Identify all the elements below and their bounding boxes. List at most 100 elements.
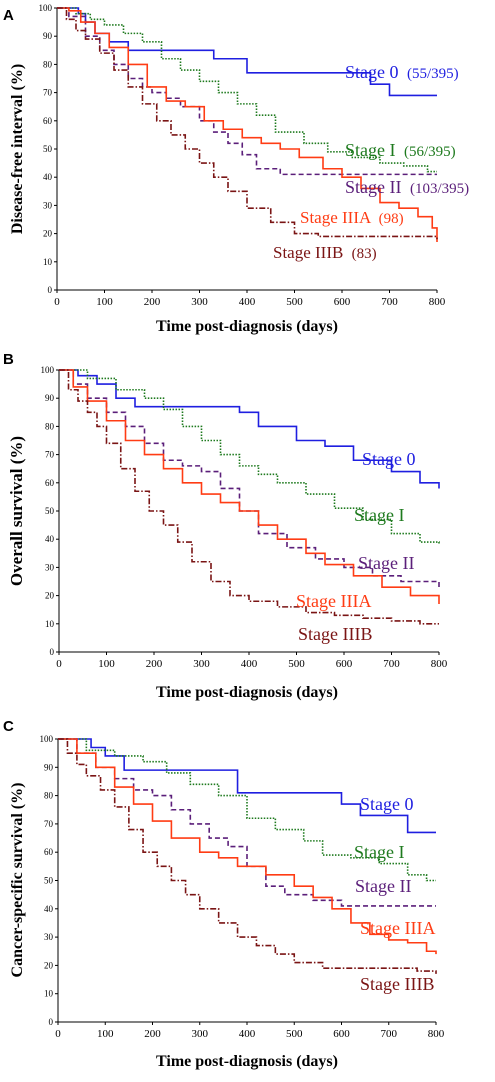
panel-a-x-tick-label: 200	[144, 296, 161, 308]
panel-a-x-tick-label: 700	[381, 296, 398, 308]
panel-b-y-ticks: 0 10 20 30 40 50 60 70 80 90 100	[41, 365, 59, 657]
panel-a-y-tick-label: 30	[43, 200, 53, 210]
panel-c: C 0 10 20 30 40 50 60 70 80 90 100 0 100 200 300 400 50…	[3, 718, 445, 1070]
panel-a-label-stage-ii: Stage II (103/395)	[345, 177, 469, 197]
panel-a-curve-stage-iiib	[57, 7, 438, 240]
panel-b-curve-stage-0	[59, 369, 440, 489]
panel-c-x-tick-label: 0	[55, 1028, 61, 1040]
panel-b-y-label: Overall survival (%)	[7, 436, 26, 586]
panel-b-y-tick-label: 80	[45, 421, 55, 431]
panel-c-x-ticks: 0 100 200 300 400 500 600 700 800	[55, 1022, 445, 1040]
panel-b-x-tick-label: 0	[56, 658, 62, 670]
panel-c-curve-stage-ii	[58, 738, 436, 907]
panel-a-label-stage-iiia: Stage IIIA (98)	[300, 208, 404, 227]
panel-b-label-stage-iiib: Stage IIIB	[298, 624, 372, 644]
panel-a-curve-stage-ii	[57, 7, 437, 176]
panel-b-x-label: Time post-diagnosis (days)	[156, 684, 338, 701]
panel-c-label-stage-i: Stage I	[354, 842, 404, 862]
panel-a-x-tick-label: 600	[334, 296, 351, 308]
panel-c-x-tick-label: 400	[239, 1028, 256, 1040]
panel-c-curve-stage-i	[58, 738, 436, 882]
panel-c-y-tick-label: 90	[44, 762, 54, 772]
panel-a-label-stage-i: Stage I (56/395)	[345, 140, 456, 160]
panel-c-label-stage-ii: Stage II	[355, 876, 411, 896]
panel-b-y-tick-label: 40	[45, 534, 55, 544]
panel-a-x-tick-label: 100	[96, 296, 113, 308]
panel-c-y-tick-label: 100	[40, 734, 54, 744]
panel-c-y-tick-label: 60	[44, 847, 54, 857]
panel-b-y-tick-label: 20	[45, 591, 55, 601]
panel-a-label-stage-i-count: (56/395)	[404, 144, 456, 160]
panel-c-x-label: Time post-diagnosis (days)	[156, 1053, 338, 1070]
panel-b-y-tick-label: 0	[50, 647, 55, 657]
panel-a-y-tick-label: 0	[48, 285, 53, 295]
panel-b-x-tick-label: 500	[288, 658, 305, 670]
panel-c-y-tick-label: 0	[49, 1017, 54, 1027]
panel-a-label-stage-iiia-name: Stage IIIA	[300, 208, 372, 227]
panel-b-x-tick-label: 700	[383, 658, 400, 670]
panel-b-y-tick-label: 30	[45, 562, 55, 572]
panel-b-curve-stage-i	[59, 369, 440, 545]
panel-c-x-tick-label: 700	[381, 1028, 398, 1040]
panel-a-series	[57, 7, 438, 243]
panel-c-y-tick-label: 50	[44, 876, 54, 886]
panel-a-x-tick-label: 300	[191, 296, 208, 308]
panel-a-label-stage-0-name: Stage 0	[345, 62, 399, 82]
panel-b-x-tick-label: 200	[146, 658, 163, 670]
panel-b-label-stage-i: Stage I	[354, 505, 404, 525]
panel-c-x-tick-label: 300	[192, 1028, 209, 1040]
panel-a-y-tick-label: 80	[43, 59, 53, 69]
panel-b-letter: B	[3, 351, 14, 368]
panel-b-series	[59, 369, 440, 625]
panel-c-y-tick-label: 70	[44, 819, 54, 829]
panel-c-y-ticks: 0 10 20 30 40 50 60 70 80 90 100	[40, 734, 58, 1027]
panel-a-x-tick-label: 500	[286, 296, 303, 308]
panel-c-y-label: Cancer-specific survival (%)	[9, 783, 26, 978]
panel-b-y-tick-label: 50	[45, 506, 55, 516]
panel-c-letter: C	[3, 718, 14, 735]
panel-a-y-tick-label: 100	[39, 3, 53, 13]
panel-a-label-stage-iiia-count: (98)	[379, 211, 404, 227]
panel-a-letter: A	[3, 7, 14, 24]
panel-b-x-tick-label: 800	[431, 658, 448, 670]
panel-c-x-tick-label: 200	[144, 1028, 161, 1040]
panel-a-label-stage-i-name: Stage I	[345, 140, 395, 160]
panel-b-label-stage-ii: Stage II	[358, 553, 414, 573]
panel-b-label-stage-0: Stage 0	[362, 449, 416, 469]
panel-b-curve-stage-iiib	[59, 369, 439, 625]
panel-b-curve-stage-iiia	[59, 369, 440, 605]
panel-c-curve-stage-iiib	[58, 738, 437, 974]
panel-c-x-tick-label: 500	[286, 1028, 303, 1040]
panel-c-label-stage-0: Stage 0	[360, 794, 414, 814]
panel-a-y-ticks: 0 10 20 30 40 50 60 70 80 90 100	[39, 3, 57, 295]
panel-a: A 0 10 20 30 40 50 60 70 80 90 100 0 100 200 300 400 50…	[3, 3, 469, 335]
panel-a-x-label: Time post-diagnosis (days)	[156, 318, 338, 335]
panel-c-y-tick-label: 30	[44, 932, 54, 942]
panel-b-x-tick-label: 100	[98, 658, 115, 670]
panel-a-x-ticks: 0 100 200 300 400 500 600 700 800	[54, 290, 446, 308]
panel-a-y-tick-label: 10	[43, 257, 53, 267]
panel-c-label-stage-iiib: Stage IIIB	[360, 974, 434, 994]
panel-b-x-tick-label: 600	[336, 658, 353, 670]
panel-b-y-tick-label: 10	[45, 619, 55, 629]
panel-a-y-tick-label: 90	[43, 31, 53, 41]
panel-c-y-tick-label: 80	[44, 791, 54, 801]
panel-a-x-tick-label: 0	[54, 296, 60, 308]
panel-a-y-tick-label: 20	[43, 229, 53, 239]
panel-b-y-tick-label: 100	[41, 365, 55, 375]
panel-a-label-stage-ii-count: (103/395)	[410, 181, 469, 197]
panel-b-y-tick-label: 90	[45, 393, 55, 403]
panel-b: B 0 10 20 30 40 50 60 70 80 90 100 0 100 200 300 400 50…	[3, 351, 448, 701]
panel-a-y-tick-label: 70	[43, 88, 53, 98]
panel-b-x-tick-label: 400	[241, 658, 258, 670]
panel-c-y-tick-label: 10	[44, 989, 54, 999]
panel-a-label-stage-iiib: Stage IIIB (83)	[273, 243, 377, 262]
panel-c-x-tick-label: 100	[97, 1028, 114, 1040]
panel-c-y-tick-label: 40	[44, 904, 54, 914]
panel-a-label-stage-iiib-count: (83)	[352, 246, 377, 262]
panel-a-curve-stage-iiia	[57, 7, 438, 243]
panel-a-label-stage-0: Stage 0 (55/395)	[345, 62, 459, 82]
panel-b-label-stage-iiia: Stage IIIA	[296, 591, 371, 611]
panel-b-y-tick-label: 60	[45, 478, 55, 488]
